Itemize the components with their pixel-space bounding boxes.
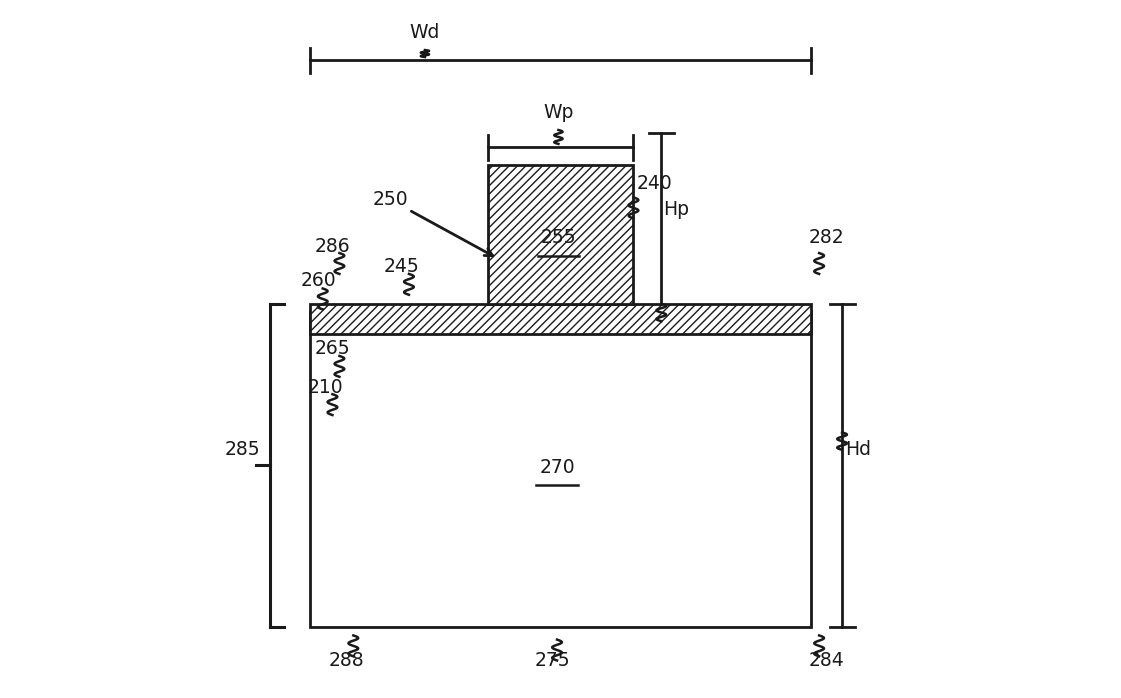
Text: 240: 240 <box>637 174 673 193</box>
Bar <box>311 304 810 334</box>
Text: 285: 285 <box>224 440 260 459</box>
Text: 284: 284 <box>808 651 844 670</box>
Text: Hd: Hd <box>845 440 871 459</box>
Text: 255: 255 <box>540 228 576 247</box>
Text: 270: 270 <box>539 458 575 477</box>
Text: 260: 260 <box>300 272 336 290</box>
Text: 286: 286 <box>315 237 350 255</box>
Text: 282: 282 <box>808 228 844 247</box>
Text: Hp: Hp <box>663 200 689 219</box>
Bar <box>311 311 810 627</box>
Text: 288: 288 <box>328 651 364 670</box>
Text: 210: 210 <box>307 378 343 396</box>
Text: 245: 245 <box>385 258 420 276</box>
Text: Wd: Wd <box>410 23 441 42</box>
Bar <box>488 165 633 304</box>
Text: Wp: Wp <box>544 103 574 122</box>
Text: 275: 275 <box>535 651 569 670</box>
Text: 265: 265 <box>315 339 350 359</box>
Text: 250: 250 <box>372 190 408 209</box>
